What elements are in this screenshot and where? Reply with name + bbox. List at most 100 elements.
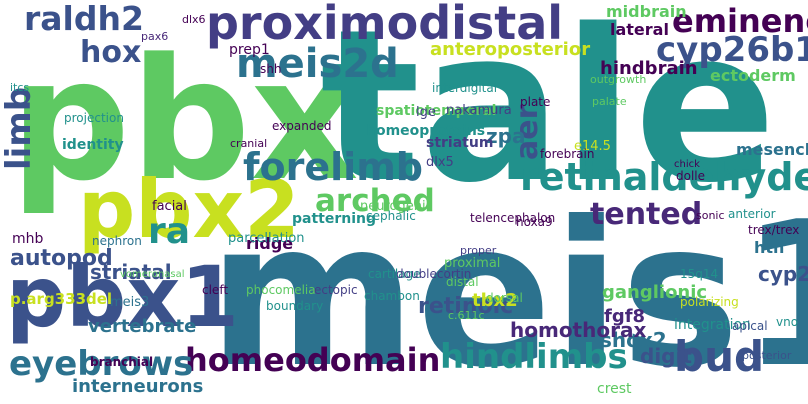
word-hoxa9: chambon	[364, 289, 420, 303]
word-mhb: identity	[62, 137, 124, 153]
word-pbx2: pbx2	[78, 163, 300, 256]
word-neurogenic: cleft	[202, 283, 229, 297]
word-zpa: zpa	[486, 124, 526, 148]
word-parcellation: phocomelia	[246, 283, 316, 297]
word-bud: bud	[674, 332, 765, 381]
word-meis2d: meis2d	[236, 41, 399, 87]
word-itcs: doublecortin	[396, 267, 472, 281]
word-arched: arched	[315, 183, 435, 219]
word-pbx: pbx	[10, 22, 359, 218]
word-homeodomain: homeodomain	[185, 341, 441, 379]
word-dlx5: dlx6	[182, 13, 206, 26]
word-homothorax: homothorax	[510, 318, 647, 342]
word-branchial: mhb	[12, 231, 44, 247]
word-telencephalon: ectopic	[314, 283, 358, 297]
word-shh: homeoproteins	[366, 123, 486, 139]
word-dolle: dlx5	[426, 155, 454, 170]
word-nakamura: shh	[260, 62, 282, 76]
word-diversification: vomeronasal	[120, 269, 185, 280]
word-tale: tale	[320, 0, 777, 229]
word-15q14: palate	[592, 95, 627, 108]
word-integration: chick	[674, 159, 700, 170]
word-plate: expanded	[272, 119, 332, 133]
word-interdigital: lge	[416, 105, 436, 120]
word-striatum: pax6	[141, 30, 169, 43]
word-anteroposterior: anteroposterior	[430, 39, 591, 60]
word-vno: proper	[460, 244, 497, 257]
word-limb: limb	[0, 86, 39, 170]
word-c611c: proximal	[444, 256, 501, 271]
word-fate: cephalic	[366, 209, 416, 223]
word-nephron: projection	[64, 111, 124, 125]
word-doublecortin: crest	[597, 381, 632, 397]
word-outgrowth: nakamura	[446, 103, 512, 118]
word-pax6: ridge	[246, 234, 294, 253]
word-trunk: telencephalon	[470, 211, 556, 225]
word-tented: tented	[590, 197, 703, 232]
word-cephalic: boundary	[266, 299, 324, 313]
word-cranial: facial	[152, 199, 187, 214]
word-hox: hox	[80, 35, 142, 70]
word-expanded: nephron	[92, 234, 142, 248]
word-phocomelia: apical	[732, 319, 768, 333]
word-ectopic-2: posterior	[742, 349, 792, 362]
word-anterior: 15q14	[680, 267, 719, 281]
word-striatal: striatal	[90, 260, 172, 284]
word-dorsal: outgrowth	[590, 73, 647, 86]
word-proximal: forebrain	[540, 147, 595, 161]
word-digit: digit	[640, 344, 692, 368]
word-tbx2: tbx2	[472, 290, 518, 311]
word-ganglionic: ganglionic	[602, 282, 708, 303]
word-palate: striatum	[426, 135, 494, 151]
word-trexrex: polarizing	[680, 295, 739, 309]
word-vertebrate: vertebrate	[88, 316, 197, 337]
word-interneurons: interneurons	[72, 376, 204, 397]
word-axes: sonic	[696, 209, 725, 222]
word-vomeronasal: meis3	[110, 295, 150, 310]
word-hindbrain: hindbrain	[600, 58, 698, 79]
word-posterior: dorsal	[486, 291, 523, 305]
word-fgf8: fgf8	[604, 306, 646, 327]
word-sonic: cartilage	[368, 267, 421, 281]
word-apical: distal	[446, 275, 479, 289]
word-retinoic: retinoic	[418, 294, 514, 319]
word-cyp26b1: cyp26b1	[656, 30, 808, 70]
word-pbx1: pbx1	[6, 248, 239, 346]
word-distal: plate	[520, 95, 551, 109]
word-polarizing: dolle	[676, 169, 706, 183]
word-chick: e14.5	[574, 139, 611, 154]
word-eyebrows: eyebrows	[9, 344, 194, 384]
word-prep1: spatiotemporal	[376, 103, 497, 119]
word-lens: parcellation	[228, 231, 305, 246]
word-chambon: anterior	[728, 207, 776, 221]
word-forelimb: forelimb	[243, 145, 423, 189]
word-ridge: hth	[754, 238, 785, 257]
word-ra: ra	[148, 211, 191, 252]
word-midbrain: midbrain	[606, 2, 687, 21]
word-diversification-2: itcs	[10, 81, 30, 94]
word-proximodistal: proximodistal	[206, 0, 564, 50]
word-meis1: meis1	[208, 179, 808, 404]
word-proper: interdigital	[432, 81, 498, 95]
word-cartilage: trex/trex	[748, 223, 800, 237]
word-hindlimbs: hindlimbs	[440, 337, 628, 377]
word-retinaldehyde: retinaldehyde	[520, 155, 808, 199]
word-lateral: lateral	[610, 20, 669, 39]
word-forebrain: cranial	[230, 137, 268, 150]
word-otx2: branchial	[90, 355, 154, 369]
word-boundary: vno	[776, 315, 799, 329]
word-zone: neurogenic	[360, 199, 433, 214]
word-autopod: autopod	[10, 246, 113, 271]
word-dlx6: patterning	[292, 211, 377, 227]
word-cyp26a1: mesenchyme	[736, 140, 808, 159]
word-eminence: eminence	[672, 2, 808, 40]
word-skeleton: hoxa9	[516, 215, 553, 229]
word-facial: p.arg333del	[10, 290, 113, 308]
word-cleft: c.611c	[448, 309, 485, 322]
word-crest: integration	[674, 317, 751, 333]
word-shox2: shox2	[600, 328, 667, 352]
word-raldh2: raldh2	[24, 0, 144, 38]
word-hth: cyp26a1	[758, 262, 808, 286]
word-lge: prep1	[229, 42, 270, 58]
